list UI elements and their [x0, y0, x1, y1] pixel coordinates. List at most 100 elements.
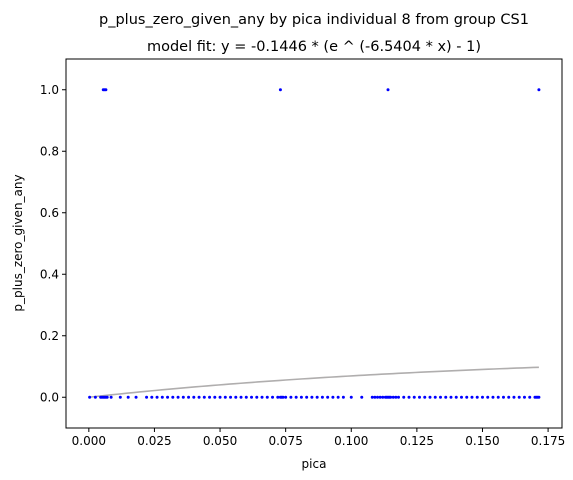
data-point	[392, 396, 395, 399]
x-tick-label: 0.050	[203, 434, 237, 448]
data-point	[240, 396, 243, 399]
data-point	[279, 88, 282, 91]
data-point	[373, 396, 376, 399]
data-point	[481, 396, 484, 399]
data-point	[470, 396, 473, 399]
plot-area	[66, 59, 562, 428]
data-point	[518, 396, 521, 399]
data-point	[342, 396, 345, 399]
data-point	[350, 396, 353, 399]
data-point	[379, 396, 382, 399]
data-point	[266, 396, 269, 399]
data-point	[213, 396, 216, 399]
data-point	[408, 396, 411, 399]
x-axis-ticks: 0.000 0.025 0.050 0.075 0.100 0.125 0.150 0.175	[72, 428, 566, 448]
x-tick-label: 0.025	[137, 434, 171, 448]
data-point	[321, 396, 324, 399]
data-point	[394, 396, 397, 399]
data-point	[229, 396, 232, 399]
data-point	[250, 396, 253, 399]
data-point	[429, 396, 432, 399]
data-point	[434, 396, 437, 399]
data-point	[523, 396, 526, 399]
y-tick-label: 0.0	[40, 390, 59, 404]
data-point	[182, 396, 185, 399]
data-point	[537, 88, 540, 91]
chart-subtitle: model fit: y = -0.1446 * (e ^ (-6.5404 *…	[147, 39, 481, 55]
data-point	[192, 396, 195, 399]
chart-title: p_plus_zero_given_any by pica individual…	[99, 12, 529, 28]
data-point	[497, 396, 500, 399]
data-point	[289, 396, 292, 399]
data-point	[166, 396, 169, 399]
y-tick-label: 0.2	[40, 329, 59, 343]
data-point	[305, 396, 308, 399]
x-tick-label: 0.125	[400, 434, 434, 448]
data-point	[423, 396, 426, 399]
data-point	[491, 396, 494, 399]
data-point	[507, 396, 510, 399]
x-tick-label: 0.075	[268, 434, 302, 448]
data-point	[106, 396, 109, 399]
x-tick-label: 0.175	[531, 434, 565, 448]
data-point	[439, 396, 442, 399]
data-point	[88, 396, 91, 399]
data-point	[161, 396, 164, 399]
data-point	[337, 396, 340, 399]
data-point	[418, 396, 421, 399]
x-tick-label: 0.100	[334, 434, 368, 448]
data-point	[300, 396, 303, 399]
data-point	[135, 396, 138, 399]
data-point	[413, 396, 416, 399]
data-point	[444, 396, 447, 399]
data-point	[387, 88, 390, 91]
y-tick-label: 0.8	[40, 144, 59, 158]
data-point	[219, 396, 222, 399]
y-tick-label: 0.4	[40, 267, 59, 281]
data-point	[389, 396, 392, 399]
data-point	[203, 396, 206, 399]
data-point	[371, 396, 374, 399]
data-point	[460, 396, 463, 399]
data-point	[276, 396, 279, 399]
data-point	[127, 396, 130, 399]
data-point	[397, 396, 400, 399]
data-point	[156, 396, 159, 399]
data-point	[502, 396, 505, 399]
data-point	[326, 396, 329, 399]
data-point	[376, 396, 379, 399]
x-tick-label: 0.150	[465, 434, 499, 448]
data-point	[110, 396, 113, 399]
data-point	[465, 396, 468, 399]
data-point	[104, 88, 107, 91]
data-point	[512, 396, 515, 399]
data-point	[316, 396, 319, 399]
data-point	[198, 396, 201, 399]
y-tick-label: 1.0	[40, 83, 59, 97]
x-axis-label: pica	[302, 457, 327, 471]
data-point	[310, 396, 313, 399]
data-point	[476, 396, 479, 399]
data-point	[145, 396, 148, 399]
data-point	[449, 396, 452, 399]
data-point	[261, 396, 264, 399]
data-point	[187, 396, 190, 399]
data-point	[94, 396, 97, 399]
data-point	[528, 396, 531, 399]
data-point	[224, 396, 227, 399]
data-point	[381, 396, 384, 399]
data-point	[282, 396, 285, 399]
data-point	[402, 396, 405, 399]
data-point	[331, 396, 334, 399]
data-point	[245, 396, 248, 399]
x-tick-label: 0.000	[72, 434, 106, 448]
y-axis-ticks: 0.0 0.2 0.4 0.6 0.8 1.0	[40, 83, 66, 405]
y-axis-label: p_plus_zero_given_any	[11, 174, 25, 311]
y-tick-label: 0.6	[40, 206, 59, 220]
data-point	[177, 396, 180, 399]
data-point	[284, 396, 287, 399]
data-point	[208, 396, 211, 399]
data-point	[255, 396, 258, 399]
data-point	[455, 396, 458, 399]
